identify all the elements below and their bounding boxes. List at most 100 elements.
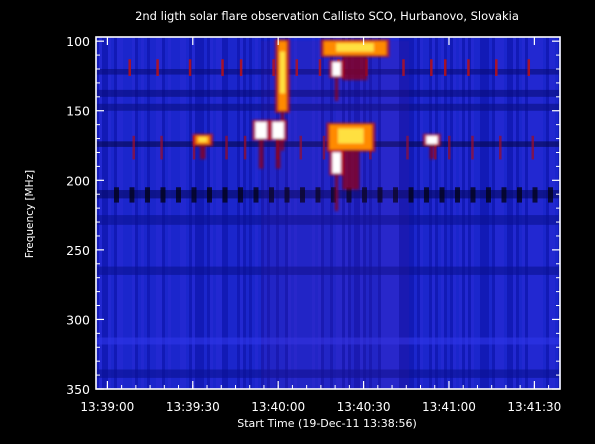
- noise-column: [204, 37, 207, 389]
- noise-column: [474, 37, 477, 389]
- burst-highlight: [337, 128, 364, 144]
- noise-column: [150, 37, 153, 389]
- noise-column: [483, 37, 486, 389]
- noise-column: [201, 37, 204, 389]
- speckle-mark: [225, 135, 228, 160]
- noise-column: [216, 37, 219, 389]
- speckle-mark: [299, 135, 303, 160]
- noise-column: [141, 37, 144, 389]
- y-tick-label: 350: [66, 382, 90, 397]
- noise-column: [102, 37, 105, 389]
- x-tick-label: 13:39:30: [166, 400, 220, 414]
- noise-column: [255, 37, 258, 389]
- noise-column: [438, 37, 441, 389]
- noise-column: [234, 37, 237, 389]
- burst-highlight: [279, 51, 286, 94]
- noise-column: [465, 37, 468, 389]
- noise-column: [519, 37, 522, 389]
- noise-column: [354, 37, 357, 389]
- noise-column: [303, 37, 306, 389]
- periodic-dark-stripe: [300, 187, 305, 203]
- periodic-dark-stripe: [238, 187, 243, 203]
- plot-area: [96, 37, 561, 389]
- noise-column: [99, 37, 102, 389]
- noise-column: [495, 37, 498, 389]
- noise-column: [153, 37, 156, 389]
- noise-column: [360, 37, 363, 389]
- periodic-dark-stripe: [486, 187, 491, 203]
- noise-column: [105, 37, 108, 389]
- noise-column: [111, 37, 114, 389]
- periodic-dark-stripe: [393, 187, 398, 203]
- noise-column: [348, 37, 351, 389]
- periodic-dark-stripe: [362, 187, 367, 203]
- y-tick-label: 250: [66, 243, 90, 258]
- noise-column: [510, 37, 513, 389]
- noise-column: [240, 37, 243, 389]
- x-tick-label: 13:41:30: [507, 400, 561, 414]
- noise-column: [183, 37, 186, 389]
- burst-highlight: [198, 137, 208, 143]
- chart-title: 2nd ligth solar flare observation Callis…: [135, 9, 519, 23]
- noise-column: [531, 37, 534, 389]
- burst-tail: [334, 173, 339, 211]
- noise-column: [282, 37, 285, 389]
- noise-column: [513, 37, 516, 389]
- noise-column: [330, 37, 333, 389]
- noise-column: [96, 37, 99, 389]
- noise-column: [471, 37, 474, 389]
- periodic-dark-stripe: [114, 187, 119, 203]
- periodic-dark-stripe: [408, 187, 414, 203]
- noise-column: [135, 37, 138, 389]
- noise-column: [540, 37, 543, 389]
- noise-column: [534, 37, 537, 389]
- x-tick-label: 13:40:30: [337, 400, 391, 414]
- noise-column: [180, 37, 183, 389]
- noise-column: [390, 37, 393, 389]
- noise-column: [177, 37, 180, 389]
- speckle-mark: [156, 59, 159, 76]
- noise-column: [351, 37, 354, 389]
- noise-column: [507, 37, 510, 389]
- noise-column: [549, 37, 552, 389]
- speckle-mark: [495, 59, 498, 76]
- speckle-mark: [527, 59, 531, 76]
- x-tick-label: 13:39:00: [80, 400, 134, 414]
- noise-column: [498, 37, 501, 389]
- x-tick-label: 13:41:00: [422, 400, 476, 414]
- noise-column: [396, 37, 399, 389]
- noise-column: [363, 37, 366, 389]
- noise-column: [450, 37, 453, 389]
- noise-column: [423, 37, 426, 389]
- noise-column: [189, 37, 192, 389]
- noise-column: [231, 37, 234, 389]
- noise-column: [159, 37, 162, 389]
- noise-column: [249, 37, 252, 389]
- noise-column: [555, 37, 558, 389]
- noise-column: [324, 37, 327, 389]
- noise-band: [96, 266, 560, 275]
- speckle-mark: [295, 59, 299, 76]
- noise-column: [378, 37, 381, 389]
- noise-column: [402, 37, 405, 389]
- noise-column: [132, 37, 135, 389]
- speckle-mark: [448, 135, 451, 160]
- periodic-dark-stripe: [331, 187, 336, 203]
- noise-column: [375, 37, 378, 389]
- noise-column: [543, 37, 546, 389]
- periodic-dark-stripe: [207, 187, 212, 203]
- noise-column: [408, 37, 411, 389]
- noise-column: [525, 37, 528, 389]
- noise-column: [405, 37, 408, 389]
- burst-core: [272, 121, 284, 139]
- speckle-mark: [318, 59, 322, 76]
- noise-column: [486, 37, 489, 389]
- noise-band: [96, 190, 560, 199]
- noise-column: [186, 37, 189, 389]
- plot-frame: [95, 36, 561, 390]
- noise-column: [321, 37, 324, 389]
- noise-column: [258, 37, 261, 389]
- burst-tail: [275, 138, 281, 169]
